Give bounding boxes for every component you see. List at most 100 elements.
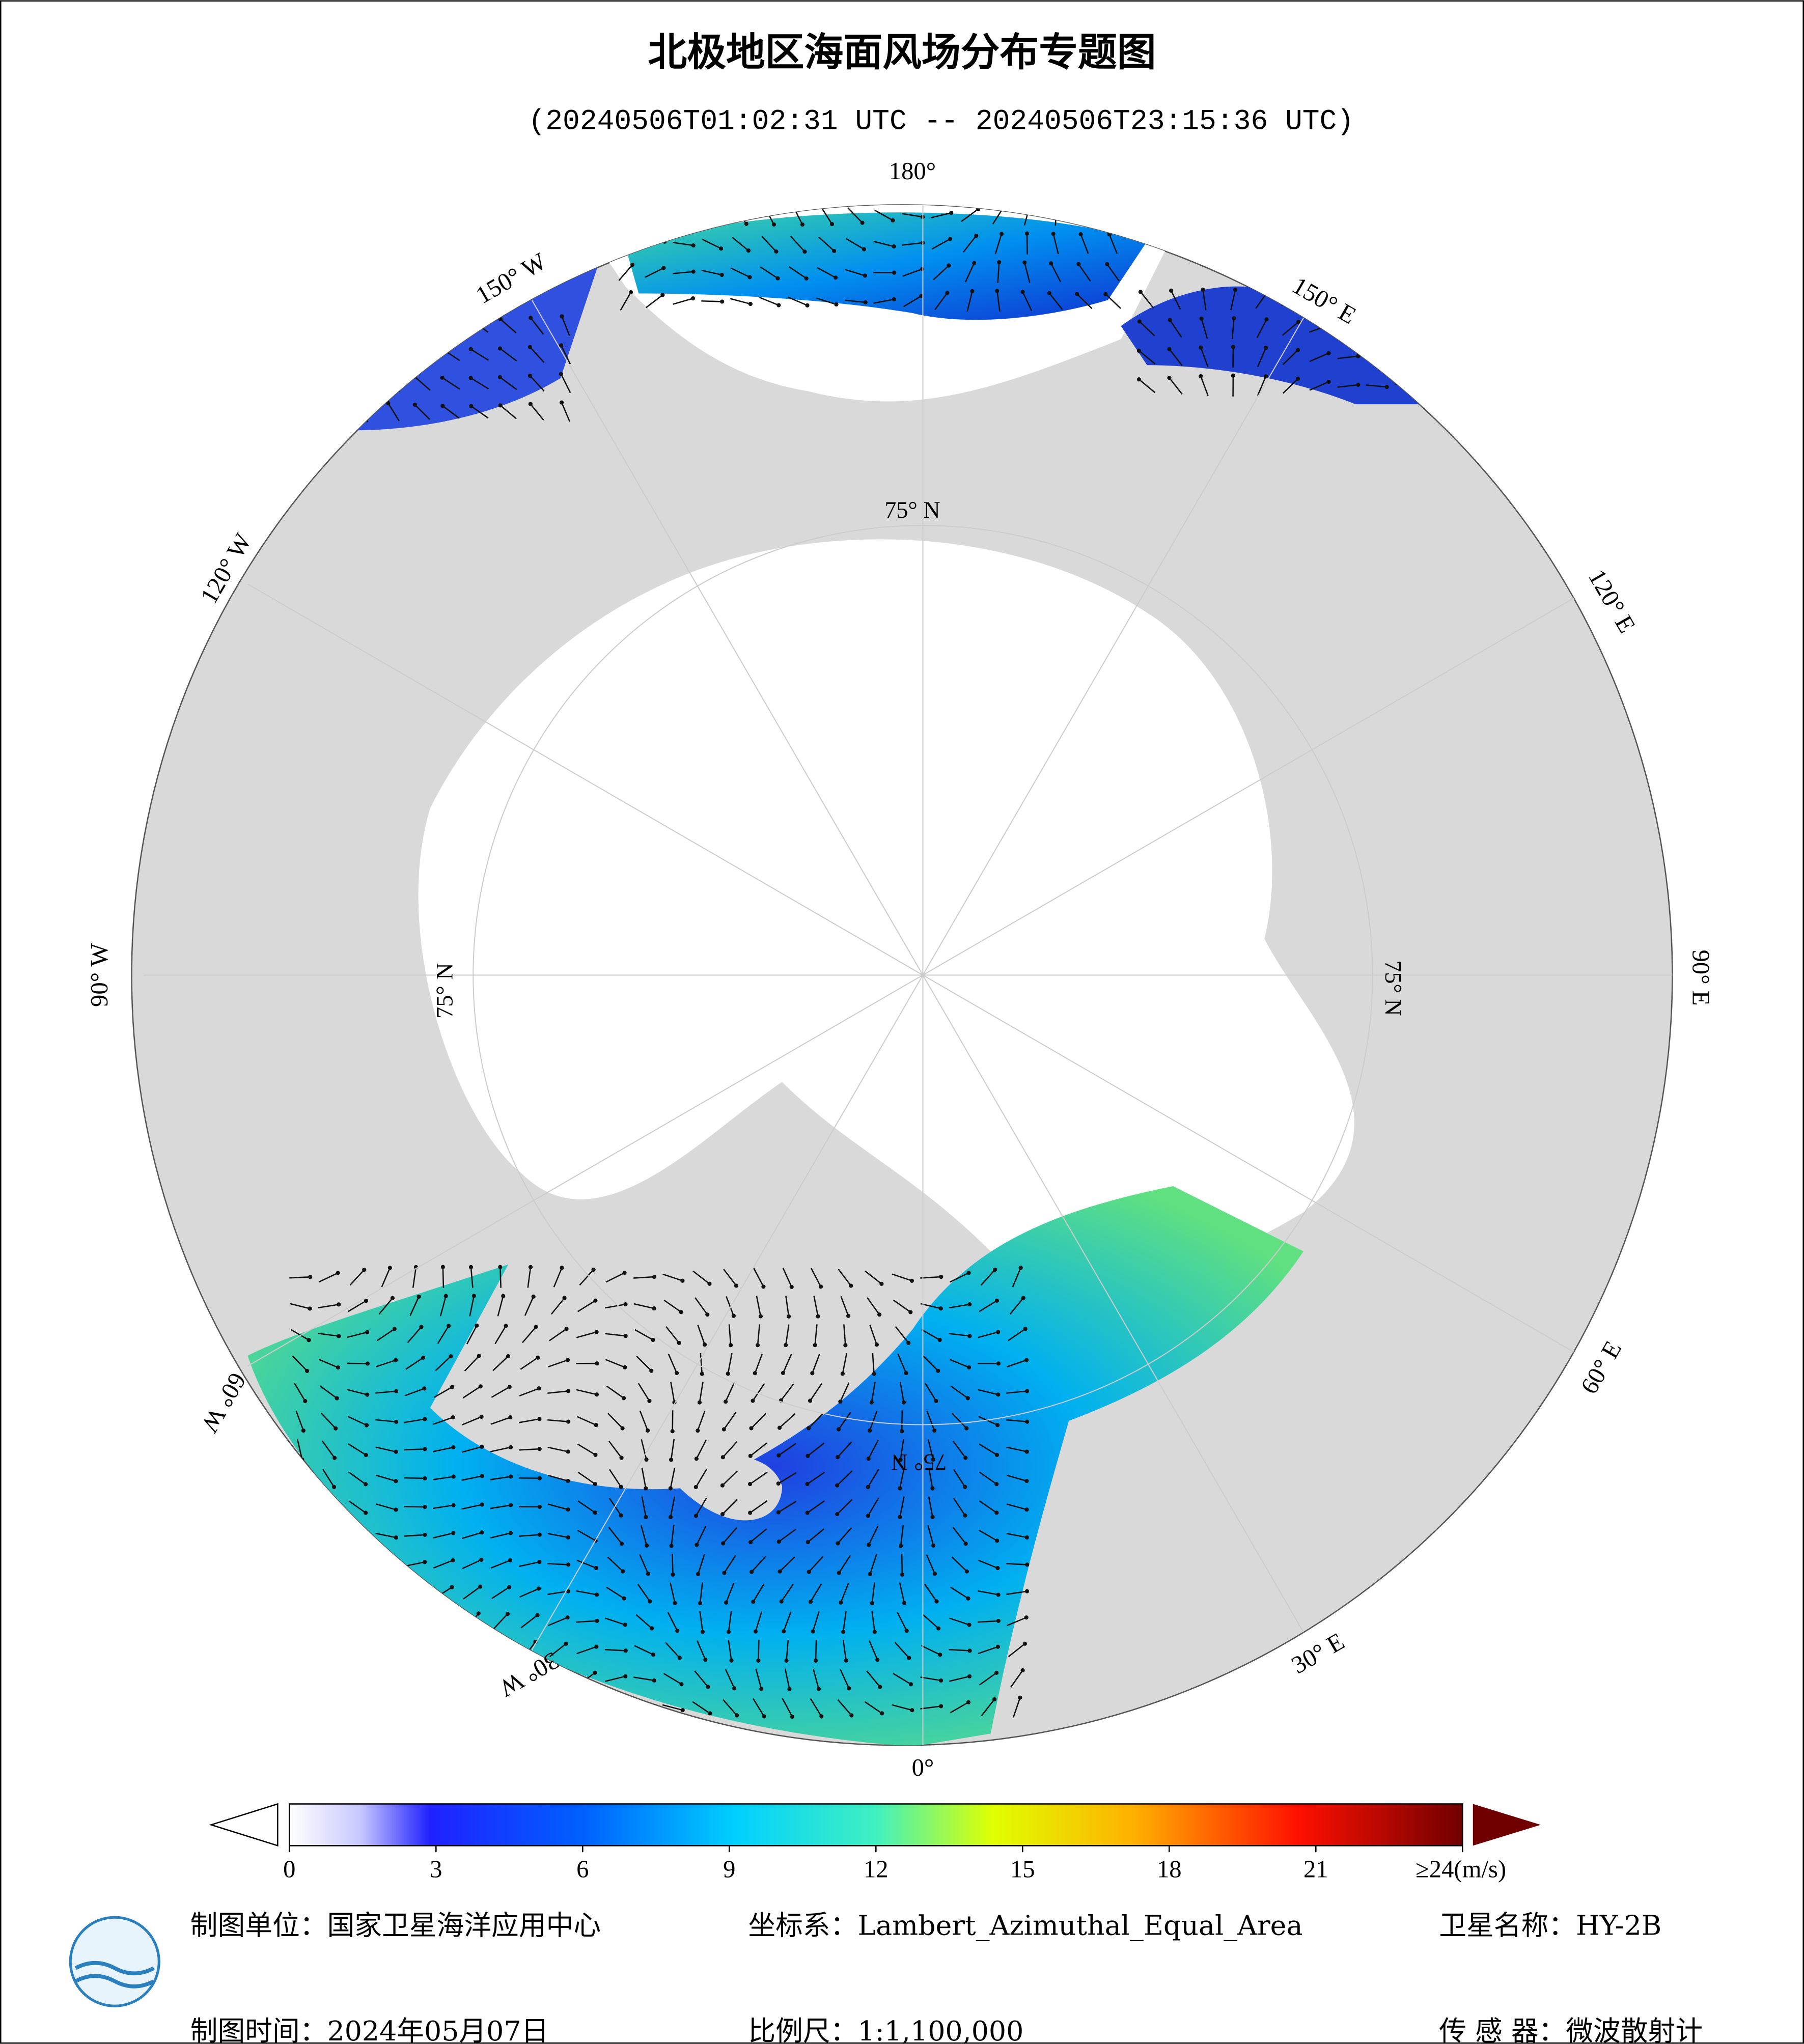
wind-arrow-head (719, 246, 724, 251)
wind-arrow (414, 376, 431, 391)
wind-arrow (490, 1446, 511, 1452)
wind-arrow (933, 265, 950, 281)
wind-arrow-head (932, 1428, 937, 1433)
wind-arrow (576, 1389, 597, 1395)
wind-arrow-head (700, 1630, 705, 1634)
wind-arrow-head (734, 1283, 739, 1288)
wind-arrow-head (875, 1658, 880, 1662)
wind-arrow-head (936, 1368, 940, 1373)
wind-arrow (1010, 1670, 1023, 1688)
wind-arrow-head (967, 1648, 972, 1653)
wind-arrow (899, 1496, 905, 1518)
wind-arrow-head (753, 1629, 758, 1634)
colorbar-tick-label: 6 (576, 1856, 589, 1883)
wind-arrow (902, 242, 923, 246)
wind-arrow-head (874, 1342, 879, 1347)
wind-arrow (920, 1705, 941, 1710)
wind-arrow-head (964, 1569, 969, 1574)
wind-arrow-head (805, 1510, 810, 1515)
wind-arrow-head (668, 1486, 673, 1491)
wind-arrow (840, 1583, 849, 1603)
wind-arrow-head (965, 1396, 970, 1401)
wind-arrow (866, 1670, 881, 1688)
wind-arrow (499, 348, 517, 362)
wind-arrow (461, 1475, 483, 1481)
wind-arrow (750, 1528, 767, 1543)
wind-arrow (633, 1303, 654, 1309)
wind-arrow (843, 1324, 846, 1346)
wind-arrow-head (930, 1515, 935, 1520)
wind-arrow (547, 1590, 569, 1595)
wind-arrow (608, 1527, 622, 1545)
wind-arrow (530, 403, 544, 421)
wind-arrow-head (1024, 1449, 1029, 1454)
wind-arrow (387, 403, 400, 422)
wind-arrow (381, 1267, 391, 1287)
wind-arrow (780, 1383, 794, 1401)
wind-arrow-head (939, 1274, 943, 1279)
wind-arrow (979, 1471, 997, 1485)
wind-arrow (952, 1527, 966, 1545)
wind-arrow (318, 1359, 339, 1368)
wind-arrow (492, 1356, 509, 1371)
wind-arrow-head (790, 1714, 795, 1719)
wind-arrow-head (835, 1512, 840, 1517)
wind-arrow-head (1025, 1419, 1030, 1424)
wind-arrow-head (622, 1271, 627, 1275)
wind-arrow (490, 1532, 511, 1539)
wind-arrow (732, 237, 749, 251)
wind-arrow (605, 1272, 625, 1283)
wind-arrow-head (776, 1539, 781, 1544)
wind-arrow (977, 1620, 998, 1623)
wind-arrow (576, 1559, 597, 1569)
wind-arrow (547, 1359, 568, 1368)
wind-arrow-head (471, 1294, 476, 1298)
wind-arrow-head (537, 1447, 542, 1451)
colorbar-tick-label: 18 (1157, 1856, 1182, 1883)
wind-arrow (547, 1390, 569, 1394)
wind-arrow-head (807, 1570, 811, 1574)
wind-arrow (782, 1268, 792, 1287)
wind-arrow-head (480, 1444, 484, 1449)
wind-arrow (865, 1270, 882, 1284)
wind-arrow-head (753, 1371, 757, 1376)
colorbar-tick-label: ≥24(m/s) (1416, 1856, 1506, 1883)
wind-arrow-head (719, 272, 724, 277)
wind-arrow (442, 405, 460, 419)
wind-arrow (1006, 1390, 1028, 1394)
wind-arrow-head (679, 1310, 683, 1314)
wind-arrow (1080, 234, 1089, 254)
wind-arrow-head (995, 1644, 1000, 1649)
wind-arrow (433, 1416, 454, 1425)
wind-arrow-head (963, 1485, 967, 1489)
wind-arrow (435, 1356, 452, 1371)
wind-arrow (1256, 319, 1267, 339)
wind-arrow-head (756, 1658, 761, 1663)
wind-arrow (497, 1296, 504, 1317)
colorbar-tick-label: 21 (1303, 1856, 1328, 1883)
wind-arrow (697, 1554, 705, 1575)
wind-arrow-head (746, 248, 751, 253)
wind-arrow-head (966, 1700, 970, 1704)
wind-arrow-head (623, 1302, 628, 1307)
wind-arrow-head (1020, 290, 1025, 294)
wind-arrow-head (1021, 1296, 1025, 1300)
wind-arrow (561, 402, 571, 422)
wind-arrow-head (849, 1283, 853, 1288)
wind-arrow-head (440, 375, 445, 380)
wind-arrow-head (1231, 345, 1236, 349)
wind-arrow (996, 291, 1001, 312)
footer: 制图单位：国家卫星海洋应用中心 坐标系：Lambert_Azimuthal_Eq… (69, 1910, 1703, 2044)
wind-arrow-head (1025, 1389, 1030, 1393)
wind-arrow (1106, 264, 1120, 282)
wind-arrow (979, 1672, 997, 1686)
wind-arrow (842, 1353, 848, 1374)
wind-arrow-head (594, 1330, 599, 1334)
wind-arrow (576, 1646, 597, 1655)
wind-arrow-head (996, 1392, 1001, 1397)
wind-arrow (723, 1269, 737, 1286)
wind-arrow (640, 1525, 648, 1546)
wind-arrow-head (423, 1417, 427, 1421)
wind-arrow (900, 1525, 904, 1546)
wind-arrow-head (450, 1585, 454, 1589)
